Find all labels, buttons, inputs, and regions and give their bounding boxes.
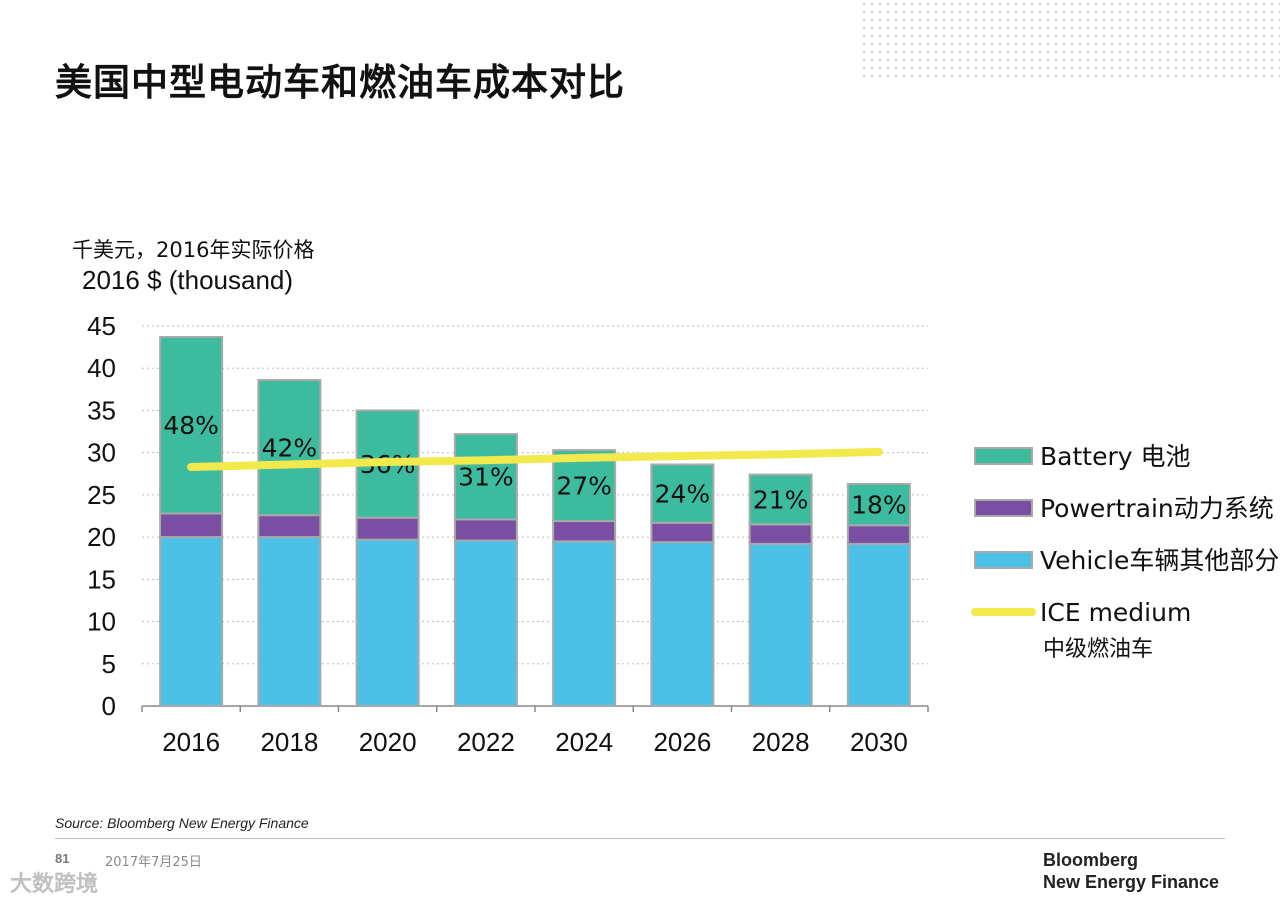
footer-divider: [55, 838, 1225, 839]
bar-segment: [453, 539, 518, 707]
bar-segment: [453, 518, 518, 542]
bar-segment: [650, 463, 715, 524]
y-tick-label: 30: [87, 438, 116, 468]
bar-segment: [650, 541, 715, 708]
bar-segment: [159, 335, 224, 515]
x-tick-label: 2016: [162, 727, 220, 757]
legend-label: ICE medium: [1040, 598, 1191, 627]
unit-label-en: 2016 $ (thousand): [82, 265, 294, 295]
data-label: 18%: [851, 491, 907, 520]
brand-line-2: New Energy Finance: [1043, 872, 1220, 892]
footer-date: 2017年7月25日: [105, 855, 202, 870]
bar-segment: [159, 536, 224, 707]
legend-label: Vehicle车辆其他部分: [1040, 546, 1279, 575]
data-label: 21%: [753, 486, 809, 515]
y-tick-label: 5: [102, 649, 116, 679]
x-tick-label: 2030: [850, 727, 908, 757]
y-tick-label: 10: [87, 607, 116, 637]
data-label: 27%: [556, 472, 612, 501]
data-label: 42%: [262, 434, 318, 463]
brand-line-1: Bloomberg: [1043, 850, 1139, 870]
watermark: 大数跨境: [10, 872, 99, 897]
bar-segment: [453, 433, 518, 521]
bar-segment: [650, 521, 715, 544]
x-tick-label: 2024: [555, 727, 613, 757]
brand-logo: Bloomberg New Energy Finance: [1043, 849, 1219, 893]
x-tick-label: 2018: [260, 727, 318, 757]
data-label: 48%: [163, 411, 219, 440]
x-tick-label: 2022: [457, 727, 515, 757]
bar-segment: [846, 482, 911, 527]
bar-segment: [257, 379, 322, 517]
x-tick-label: 2026: [653, 727, 711, 757]
bar-segment: [159, 512, 224, 539]
bar-segment: [552, 520, 617, 543]
legend-label: Battery 电池: [1040, 442, 1190, 471]
data-label: 31%: [458, 463, 514, 492]
bar-segment: [748, 473, 813, 526]
legend-label: Powertrain动力系统: [1040, 494, 1274, 523]
data-label: 24%: [655, 480, 711, 509]
bar-segment: [355, 538, 420, 708]
slide-title: 美国中型电动车和燃油车成本对比: [55, 61, 625, 104]
legend-swatch: [974, 551, 1033, 569]
stacked-bar-chart: 05101520253035404548%201642%201836%20203…: [87, 311, 1279, 757]
x-tick-label: 2020: [359, 727, 417, 757]
y-tick-label: 0: [102, 691, 116, 721]
page-number: 81: [55, 851, 70, 866]
x-tick-label: 2028: [752, 727, 810, 757]
y-tick-label: 40: [87, 353, 116, 383]
bar-segment: [355, 516, 420, 541]
bar-segment: [846, 542, 911, 707]
legend-sublabel: 中级燃油车: [1043, 637, 1153, 662]
unit-label-cn: 千美元，2016年实际价格: [72, 238, 315, 262]
y-tick-label: 35: [87, 395, 116, 425]
bar-segment: [257, 514, 322, 539]
bar-segment: [257, 536, 322, 707]
source-note: Source: Bloomberg New Energy Finance: [55, 815, 309, 831]
ice-medium-line: [187, 447, 883, 472]
legend-swatch: [974, 499, 1033, 517]
bar-segment: [846, 524, 911, 545]
bar-segment: [552, 540, 617, 707]
legend-swatch: [974, 447, 1033, 465]
y-tick-label: 25: [87, 480, 116, 510]
decorative-dot-grid: [860, 0, 1280, 80]
bar-segment: [748, 523, 813, 545]
y-tick-label: 45: [87, 311, 116, 341]
y-tick-label: 15: [87, 564, 116, 594]
bar-segment: [748, 542, 813, 707]
y-tick-label: 20: [87, 522, 116, 552]
